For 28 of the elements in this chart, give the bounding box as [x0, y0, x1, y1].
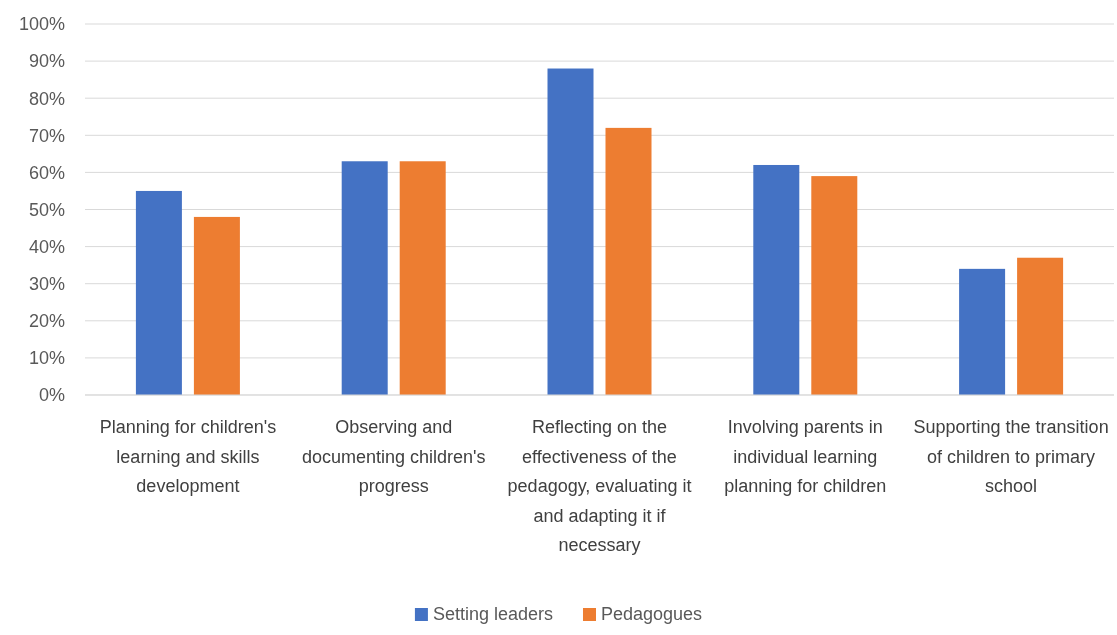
- x-tick-label: Observing and documenting children's progress: [301, 417, 486, 496]
- legend-label: Pedagogues: [600, 604, 703, 624]
- bar: [399, 161, 446, 395]
- bar: [341, 161, 388, 395]
- x-tick-label: Planning for children's learning and skills development: [99, 417, 277, 496]
- bar: [135, 190, 182, 395]
- y-tick-label: 20%: [28, 311, 65, 332]
- bar: [959, 268, 1006, 395]
- y-tick-label: 90%: [28, 51, 65, 72]
- y-tick-label: 50%: [28, 199, 65, 220]
- bar: [753, 164, 800, 395]
- x-tick-label: Involving parents in individual learning planning for children: [724, 417, 887, 496]
- bar: [547, 68, 594, 395]
- y-tick-label: 10%: [28, 348, 65, 369]
- y-tick-label: 100%: [18, 14, 65, 35]
- y-tick-label: 60%: [28, 162, 65, 183]
- y-tick-label: 40%: [28, 236, 65, 257]
- bar: [193, 216, 240, 395]
- bar: [1017, 257, 1064, 395]
- y-tick-label: 30%: [28, 274, 65, 294]
- x-tick-label: Reflecting on the effectiveness of the pedagogy, evaluating it and adapting it if necessary: [507, 417, 692, 555]
- y-tick-label: 80%: [28, 88, 65, 109]
- bar: [605, 127, 652, 395]
- bar: [811, 176, 858, 395]
- y-tick-label: 0%: [38, 385, 65, 406]
- y-tick-label: 70%: [28, 125, 65, 146]
- x-tick-label: Supporting the transition of children to primary school: [913, 417, 1109, 496]
- legend-label: Setting leaders: [432, 604, 553, 624]
